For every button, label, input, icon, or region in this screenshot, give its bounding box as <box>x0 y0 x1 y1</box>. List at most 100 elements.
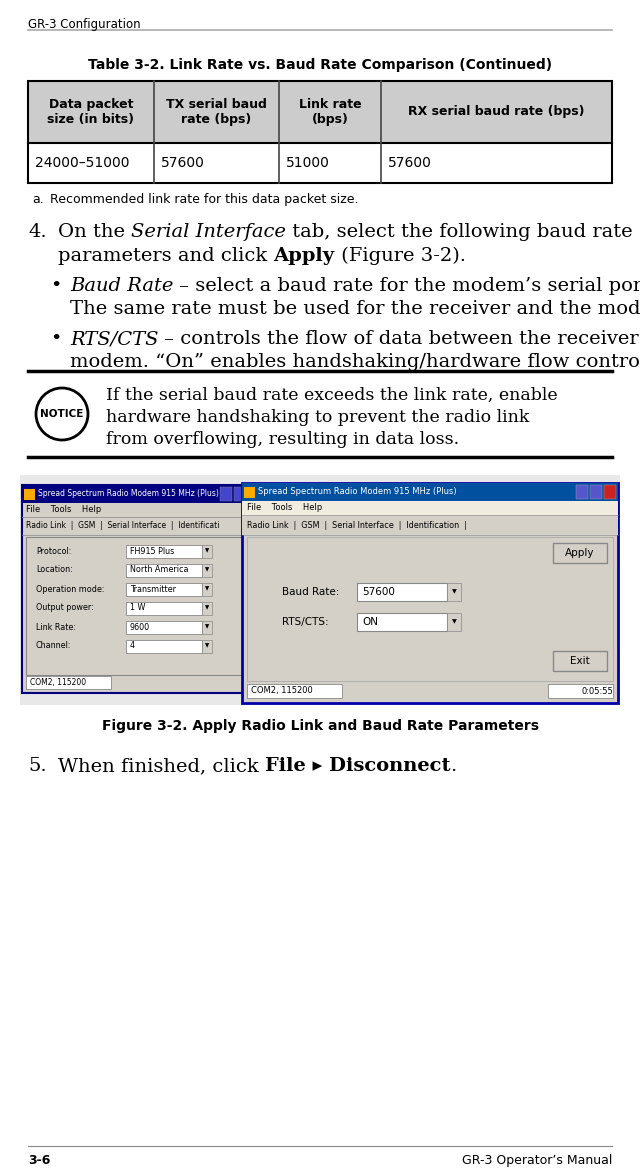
Text: Radio Link  |  GSM  |  Serial Interface  |  Identificati: Radio Link | GSM | Serial Interface | Id… <box>26 521 220 530</box>
Bar <box>126 621 202 634</box>
Text: modem. “On” enables handshaking/hardware flow control.: modem. “On” enables handshaking/hardware… <box>70 353 640 370</box>
Text: .: . <box>451 757 457 775</box>
Bar <box>28 81 612 143</box>
Text: Baud Rate:: Baud Rate: <box>282 587 339 597</box>
Text: a.: a. <box>32 193 44 206</box>
Text: Output power:: Output power: <box>36 603 93 613</box>
Text: GR-3 Configuration: GR-3 Configuration <box>28 18 141 31</box>
Bar <box>576 485 588 499</box>
Text: RX serial baud rate (bps): RX serial baud rate (bps) <box>408 106 585 119</box>
Bar <box>220 487 232 501</box>
Text: 24000–51000: 24000–51000 <box>35 156 129 171</box>
Text: tab, select the following baud rate: tab, select the following baud rate <box>286 223 633 241</box>
Bar <box>202 602 212 615</box>
Bar <box>604 485 616 499</box>
Text: Link Rate:: Link Rate: <box>36 622 76 632</box>
Text: 5.: 5. <box>28 757 47 775</box>
Text: •: • <box>50 330 61 348</box>
Bar <box>248 487 260 501</box>
Bar <box>126 564 202 577</box>
Bar <box>247 537 613 681</box>
Text: Spread Spectrum Radio Modem 915 MHz (Plus): Spread Spectrum Radio Modem 915 MHz (Plu… <box>258 488 456 496</box>
Bar <box>22 485 262 693</box>
Bar <box>553 652 607 671</box>
Bar <box>242 483 618 703</box>
Text: 4.: 4. <box>28 223 47 241</box>
Bar <box>548 684 613 699</box>
Bar <box>126 544 202 557</box>
Bar <box>202 621 212 634</box>
Text: Transmitter: Transmitter <box>130 584 176 594</box>
Text: When finished, click: When finished, click <box>58 757 265 775</box>
Text: COM2, 115200: COM2, 115200 <box>251 687 313 695</box>
Text: Channel:: Channel: <box>36 641 72 650</box>
Text: TX serial baud
rate (bps): TX serial baud rate (bps) <box>166 98 267 126</box>
Bar <box>202 583 212 596</box>
Text: Apply: Apply <box>273 247 335 265</box>
Text: Figure 3-2. Apply Radio Link and Baud Rate Parameters: Figure 3-2. Apply Radio Link and Baud Ra… <box>102 719 538 733</box>
Text: File    Tools    Help: File Tools Help <box>26 506 101 515</box>
Text: 57600: 57600 <box>388 156 432 171</box>
Text: from overflowing, resulting in data loss.: from overflowing, resulting in data loss… <box>106 430 459 448</box>
Text: Serial Interface: Serial Interface <box>131 223 286 241</box>
Text: Recommended link rate for this data packet size.: Recommended link rate for this data pack… <box>50 193 358 206</box>
Bar <box>447 613 461 632</box>
Bar <box>202 640 212 653</box>
Bar <box>357 613 447 632</box>
Text: 1 W: 1 W <box>130 603 145 613</box>
Bar <box>202 564 212 577</box>
Bar <box>126 602 202 615</box>
Text: ▼: ▼ <box>205 568 209 573</box>
Bar <box>26 676 111 689</box>
Text: – controls the flow of data between the receiver and: – controls the flow of data between the … <box>159 330 640 348</box>
Bar <box>20 475 620 704</box>
Text: North America: North America <box>130 566 189 575</box>
Bar <box>126 640 202 653</box>
Text: The same rate must be used for the receiver and the modem.: The same rate must be used for the recei… <box>70 300 640 318</box>
Bar <box>247 684 342 699</box>
Text: 3-6: 3-6 <box>28 1154 51 1167</box>
Bar <box>242 483 618 501</box>
Bar <box>28 81 612 183</box>
Text: GR-3 Operator’s Manual: GR-3 Operator’s Manual <box>461 1154 612 1167</box>
Text: ▼: ▼ <box>205 606 209 610</box>
Text: File    Tools    Help: File Tools Help <box>247 503 323 513</box>
Text: Data packet
size (in bits): Data packet size (in bits) <box>47 98 134 126</box>
Bar <box>242 515 618 535</box>
Text: 57600: 57600 <box>362 587 395 597</box>
Text: On the: On the <box>58 223 131 241</box>
Text: 9600: 9600 <box>130 622 150 632</box>
Bar <box>24 489 35 500</box>
Text: FH915 Plus: FH915 Plus <box>130 547 174 555</box>
Text: COM2, 115200: COM2, 115200 <box>30 679 86 688</box>
Bar <box>357 583 447 601</box>
Text: Radio Link  |  GSM  |  Serial Interface  |  Identification  |: Radio Link | GSM | Serial Interface | Id… <box>247 521 467 529</box>
Text: ON: ON <box>362 617 378 627</box>
Text: Table 3-2. Link Rate vs. Baud Rate Comparison (Continued): Table 3-2. Link Rate vs. Baud Rate Compa… <box>88 58 552 72</box>
Text: RTS/CTS:: RTS/CTS: <box>282 617 328 627</box>
Bar <box>553 543 607 563</box>
Text: Spread Spectrum Radio Modem 915 MHz (Plus): Spread Spectrum Radio Modem 915 MHz (Plu… <box>38 489 219 499</box>
Text: Baud Rate: Baud Rate <box>70 278 173 295</box>
Bar <box>26 537 258 675</box>
Text: Operation mode:: Operation mode: <box>36 584 104 594</box>
Text: •: • <box>50 278 61 295</box>
Text: If the serial baud rate exceeds the link rate, enable: If the serial baud rate exceeds the link… <box>106 387 557 405</box>
Text: – select a baud rate for the modem’s serial port.: – select a baud rate for the modem’s ser… <box>173 278 640 295</box>
Bar <box>126 583 202 596</box>
Text: ▼: ▼ <box>205 587 209 592</box>
Bar <box>202 544 212 557</box>
Text: ▼: ▼ <box>452 589 456 595</box>
Bar <box>234 487 246 501</box>
Text: NOTICE: NOTICE <box>40 409 84 419</box>
Text: Location:: Location: <box>36 566 73 575</box>
Bar <box>22 485 262 503</box>
Text: ▼: ▼ <box>205 643 209 648</box>
Text: 0:05:55: 0:05:55 <box>581 687 612 695</box>
Text: 51000: 51000 <box>286 156 330 171</box>
Bar <box>590 485 602 499</box>
Text: parameters and click: parameters and click <box>58 247 273 265</box>
Text: File ▸ Disconnect: File ▸ Disconnect <box>265 757 451 775</box>
Text: 4: 4 <box>130 641 135 650</box>
Text: ▼: ▼ <box>205 548 209 554</box>
